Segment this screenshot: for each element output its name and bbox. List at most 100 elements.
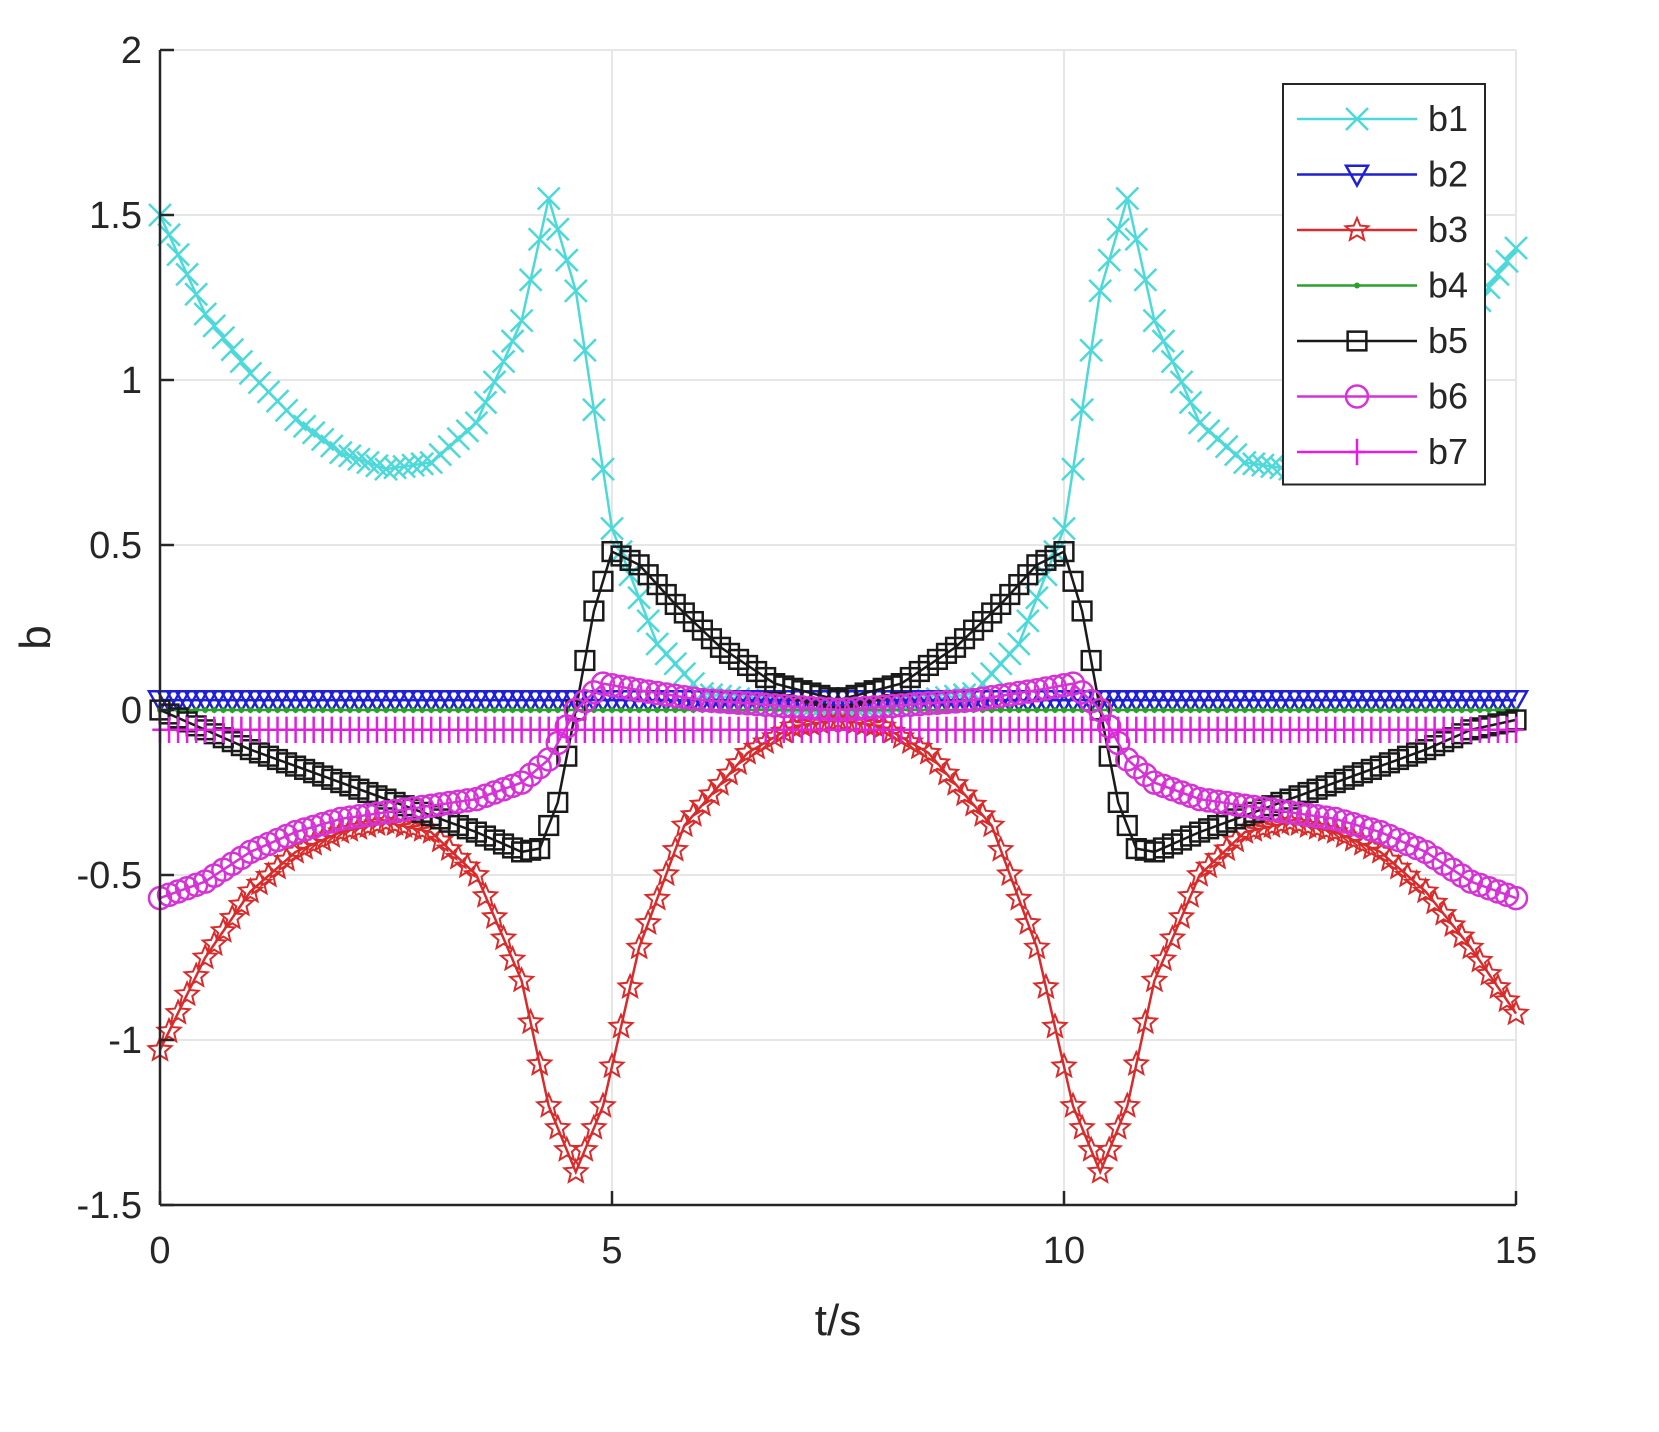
data-point <box>1504 236 1528 260</box>
data-point <box>220 337 245 362</box>
data-point <box>636 609 661 633</box>
data-point <box>1042 674 1068 700</box>
data-point <box>464 411 489 435</box>
data-point <box>346 707 353 713</box>
data-point <box>337 707 344 713</box>
data-point <box>1475 959 1503 986</box>
legend-label-b5: b5 <box>1428 320 1468 361</box>
data-point <box>1343 164 1371 189</box>
data-point <box>211 325 236 350</box>
data-point <box>1349 438 1365 466</box>
legend-label-b2: b2 <box>1428 154 1468 195</box>
data-point <box>1467 707 1474 713</box>
data-point <box>1250 796 1276 821</box>
data-point <box>1140 966 1169 993</box>
data-point <box>1323 707 1330 713</box>
y-axis-label: b <box>11 625 60 649</box>
data-point <box>1332 707 1339 713</box>
data-point <box>572 338 597 363</box>
data-point <box>1413 707 1420 713</box>
data-point <box>1051 707 1058 713</box>
data-point <box>211 707 218 713</box>
data-point <box>1086 1157 1115 1184</box>
data-point <box>753 692 778 717</box>
data-point <box>1024 677 1050 703</box>
data-point <box>1122 1049 1151 1077</box>
data-point <box>599 673 625 698</box>
data-point <box>428 707 435 713</box>
data-point <box>554 707 561 713</box>
data-point <box>480 902 509 930</box>
data-point <box>245 868 274 896</box>
data-point <box>184 282 209 307</box>
data-point <box>509 707 516 713</box>
data-point <box>473 707 480 713</box>
data-point <box>1053 541 1075 563</box>
data-point <box>1080 649 1102 672</box>
data-point <box>1097 248 1122 272</box>
data-point <box>1343 215 1371 242</box>
data-point <box>574 649 596 672</box>
data-point <box>1286 801 1312 826</box>
series-line-b6 <box>159 682 1517 900</box>
data-point <box>1268 798 1294 824</box>
data-point <box>1050 1051 1078 1079</box>
data-point <box>1149 944 1178 972</box>
data-point <box>923 748 952 776</box>
data-point <box>1069 680 1095 705</box>
data-point <box>1313 805 1339 830</box>
data-point <box>1346 330 1368 352</box>
data-point <box>220 707 227 713</box>
data-point <box>1458 707 1465 713</box>
data-point <box>525 1049 554 1077</box>
data-point <box>561 1157 590 1184</box>
series-markers-b7 <box>152 716 1524 743</box>
data-point <box>1160 349 1185 374</box>
data-point <box>545 707 552 713</box>
data-point <box>166 242 190 267</box>
data-point <box>1006 680 1032 706</box>
legend-label-b3: b3 <box>1428 209 1468 250</box>
data-point <box>1116 814 1138 837</box>
data-point <box>661 835 690 862</box>
data-point <box>1133 762 1158 788</box>
data-point <box>1420 888 1449 915</box>
data-point <box>1004 884 1033 911</box>
data-point <box>355 707 362 713</box>
data-point <box>175 262 200 287</box>
data-point <box>889 693 914 718</box>
data-point <box>554 248 579 272</box>
data-point <box>672 707 679 713</box>
data-point <box>943 689 968 714</box>
data-point <box>941 769 970 796</box>
data-point <box>1205 789 1230 814</box>
data-point <box>663 707 670 713</box>
data-point <box>950 779 979 807</box>
data-point <box>529 838 551 860</box>
data-point <box>191 942 220 970</box>
data-point <box>482 370 507 394</box>
data-point <box>1232 793 1258 818</box>
data-point <box>236 876 265 904</box>
data-point <box>256 707 263 713</box>
x-tick-label: 0 <box>149 1230 170 1272</box>
data-point <box>1015 609 1040 633</box>
data-point <box>645 707 652 713</box>
data-point <box>1115 747 1140 772</box>
data-point <box>1259 797 1285 822</box>
data-point <box>1214 707 1221 713</box>
data-point <box>543 1113 572 1140</box>
data-point <box>608 674 634 700</box>
data-point <box>1070 397 1094 422</box>
data-point <box>1115 707 1122 713</box>
data-point <box>489 923 518 951</box>
data-point <box>383 707 389 713</box>
data-point <box>1124 707 1131 713</box>
data-point <box>1106 217 1131 242</box>
legend-entry-b2: b2 <box>1297 154 1468 195</box>
data-point <box>1133 707 1140 713</box>
data-point <box>391 797 417 822</box>
data-point <box>437 790 462 816</box>
data-point <box>1214 790 1239 816</box>
